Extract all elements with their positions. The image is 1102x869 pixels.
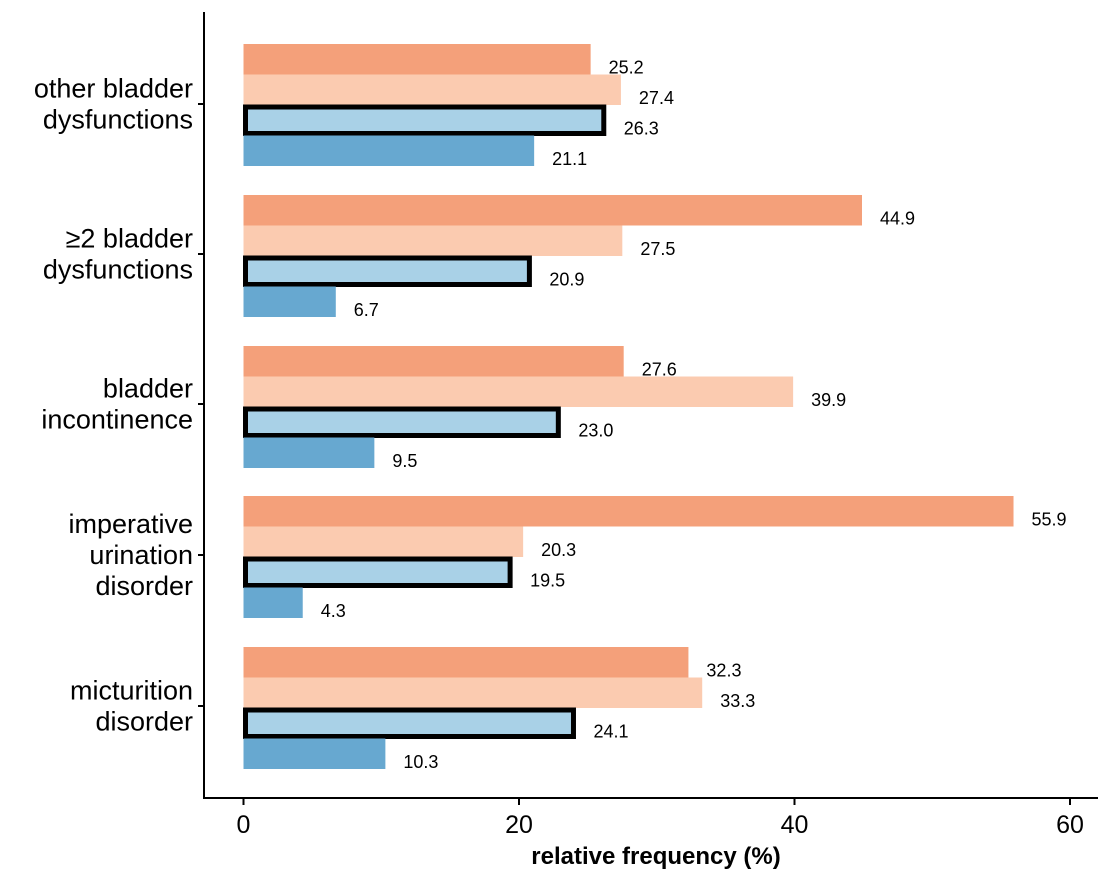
- category-label-1: ≥2 bladder dysfunctions: [43, 224, 193, 285]
- value-label-0-3: 21.1: [552, 149, 587, 169]
- x-ticks-layer: 0 20 40 60: [237, 798, 1084, 839]
- category-label-0-line-0: other bladder: [34, 74, 193, 104]
- bar-1-1: [244, 226, 623, 257]
- value-label-1-1: 27.5: [640, 239, 675, 259]
- bar-4-2: [246, 710, 574, 737]
- value-label-2-2: 23.0: [578, 420, 613, 440]
- value-label-1-2: 20.9: [549, 269, 584, 289]
- bar-0-0: [244, 44, 591, 75]
- category-label-0-line-1: dysfunctions: [43, 105, 193, 135]
- category-label-4: micturition disorder: [70, 676, 193, 737]
- value-label-4-1: 33.3: [720, 691, 755, 711]
- x-tick-label-0: 0: [237, 811, 251, 839]
- value-label-1-0: 44.9: [880, 208, 915, 228]
- value-label-2-3: 9.5: [392, 451, 417, 471]
- value-label-3-3: 4.3: [321, 601, 346, 621]
- value-label-4-3: 10.3: [403, 752, 438, 772]
- bar-1-2: [246, 258, 530, 285]
- category-label-3: imperative urination disorder: [68, 509, 193, 601]
- bar-3-3: [244, 588, 303, 619]
- bar-4-0: [244, 647, 689, 678]
- bar-3-2: [246, 559, 511, 586]
- x-tick-label-2: 40: [781, 811, 809, 839]
- bar-0-1: [244, 75, 621, 106]
- value-label-1-3: 6.7: [354, 300, 379, 320]
- category-label-2-line-1: incontinence: [41, 405, 193, 435]
- bar-2-3: [244, 438, 375, 469]
- bar-1-3: [244, 287, 336, 318]
- bar-3-1: [244, 527, 524, 558]
- category-label-2: bladder incontinence: [41, 374, 193, 435]
- bar-2-0: [244, 346, 624, 377]
- value-label-3-2: 19.5: [530, 570, 565, 590]
- bar-2-2: [246, 409, 559, 436]
- value-label-0-2: 26.3: [624, 118, 659, 138]
- bar-4-3: [244, 739, 386, 770]
- category-label-2-line-0: bladder: [103, 374, 193, 404]
- x-tick-label-3: 60: [1056, 811, 1084, 839]
- bar-3-0: [244, 496, 1014, 527]
- value-label-2-0: 27.6: [642, 359, 677, 379]
- value-label-0-0: 25.2: [609, 57, 644, 77]
- category-labels-layer: other bladder dysfunctions≥2 bladder dysfu…: [34, 74, 204, 737]
- x-axis-title: relative frequency (%): [531, 843, 780, 869]
- value-label-4-2: 24.1: [593, 721, 628, 741]
- bar-0-2: [246, 107, 604, 134]
- bar-0-3: [244, 136, 535, 167]
- value-label-3-0: 55.9: [1032, 509, 1067, 529]
- category-label-0: other bladder dysfunctions: [34, 74, 193, 135]
- x-tick-label-1: 20: [505, 811, 533, 839]
- bars-layer: [244, 44, 1014, 769]
- bar-2-1: [244, 377, 794, 408]
- bar-4-1: [244, 678, 703, 709]
- value-label-3-1: 20.3: [541, 540, 576, 560]
- category-label-4-line-0: micturition: [70, 676, 193, 706]
- category-label-1-line-0: ≥2 bladder: [66, 224, 193, 254]
- category-label-3-line-2: disorder: [95, 571, 193, 601]
- category-label-3-line-0: imperative: [68, 509, 193, 539]
- bar-1-0: [244, 195, 862, 226]
- value-label-4-0: 32.3: [706, 660, 741, 680]
- category-label-3-line-1: urination: [89, 540, 193, 570]
- category-label-1-line-1: dysfunctions: [43, 255, 193, 285]
- value-label-0-1: 27.4: [639, 88, 674, 108]
- category-label-4-line-1: disorder: [95, 707, 193, 737]
- value-label-2-1: 39.9: [811, 390, 846, 410]
